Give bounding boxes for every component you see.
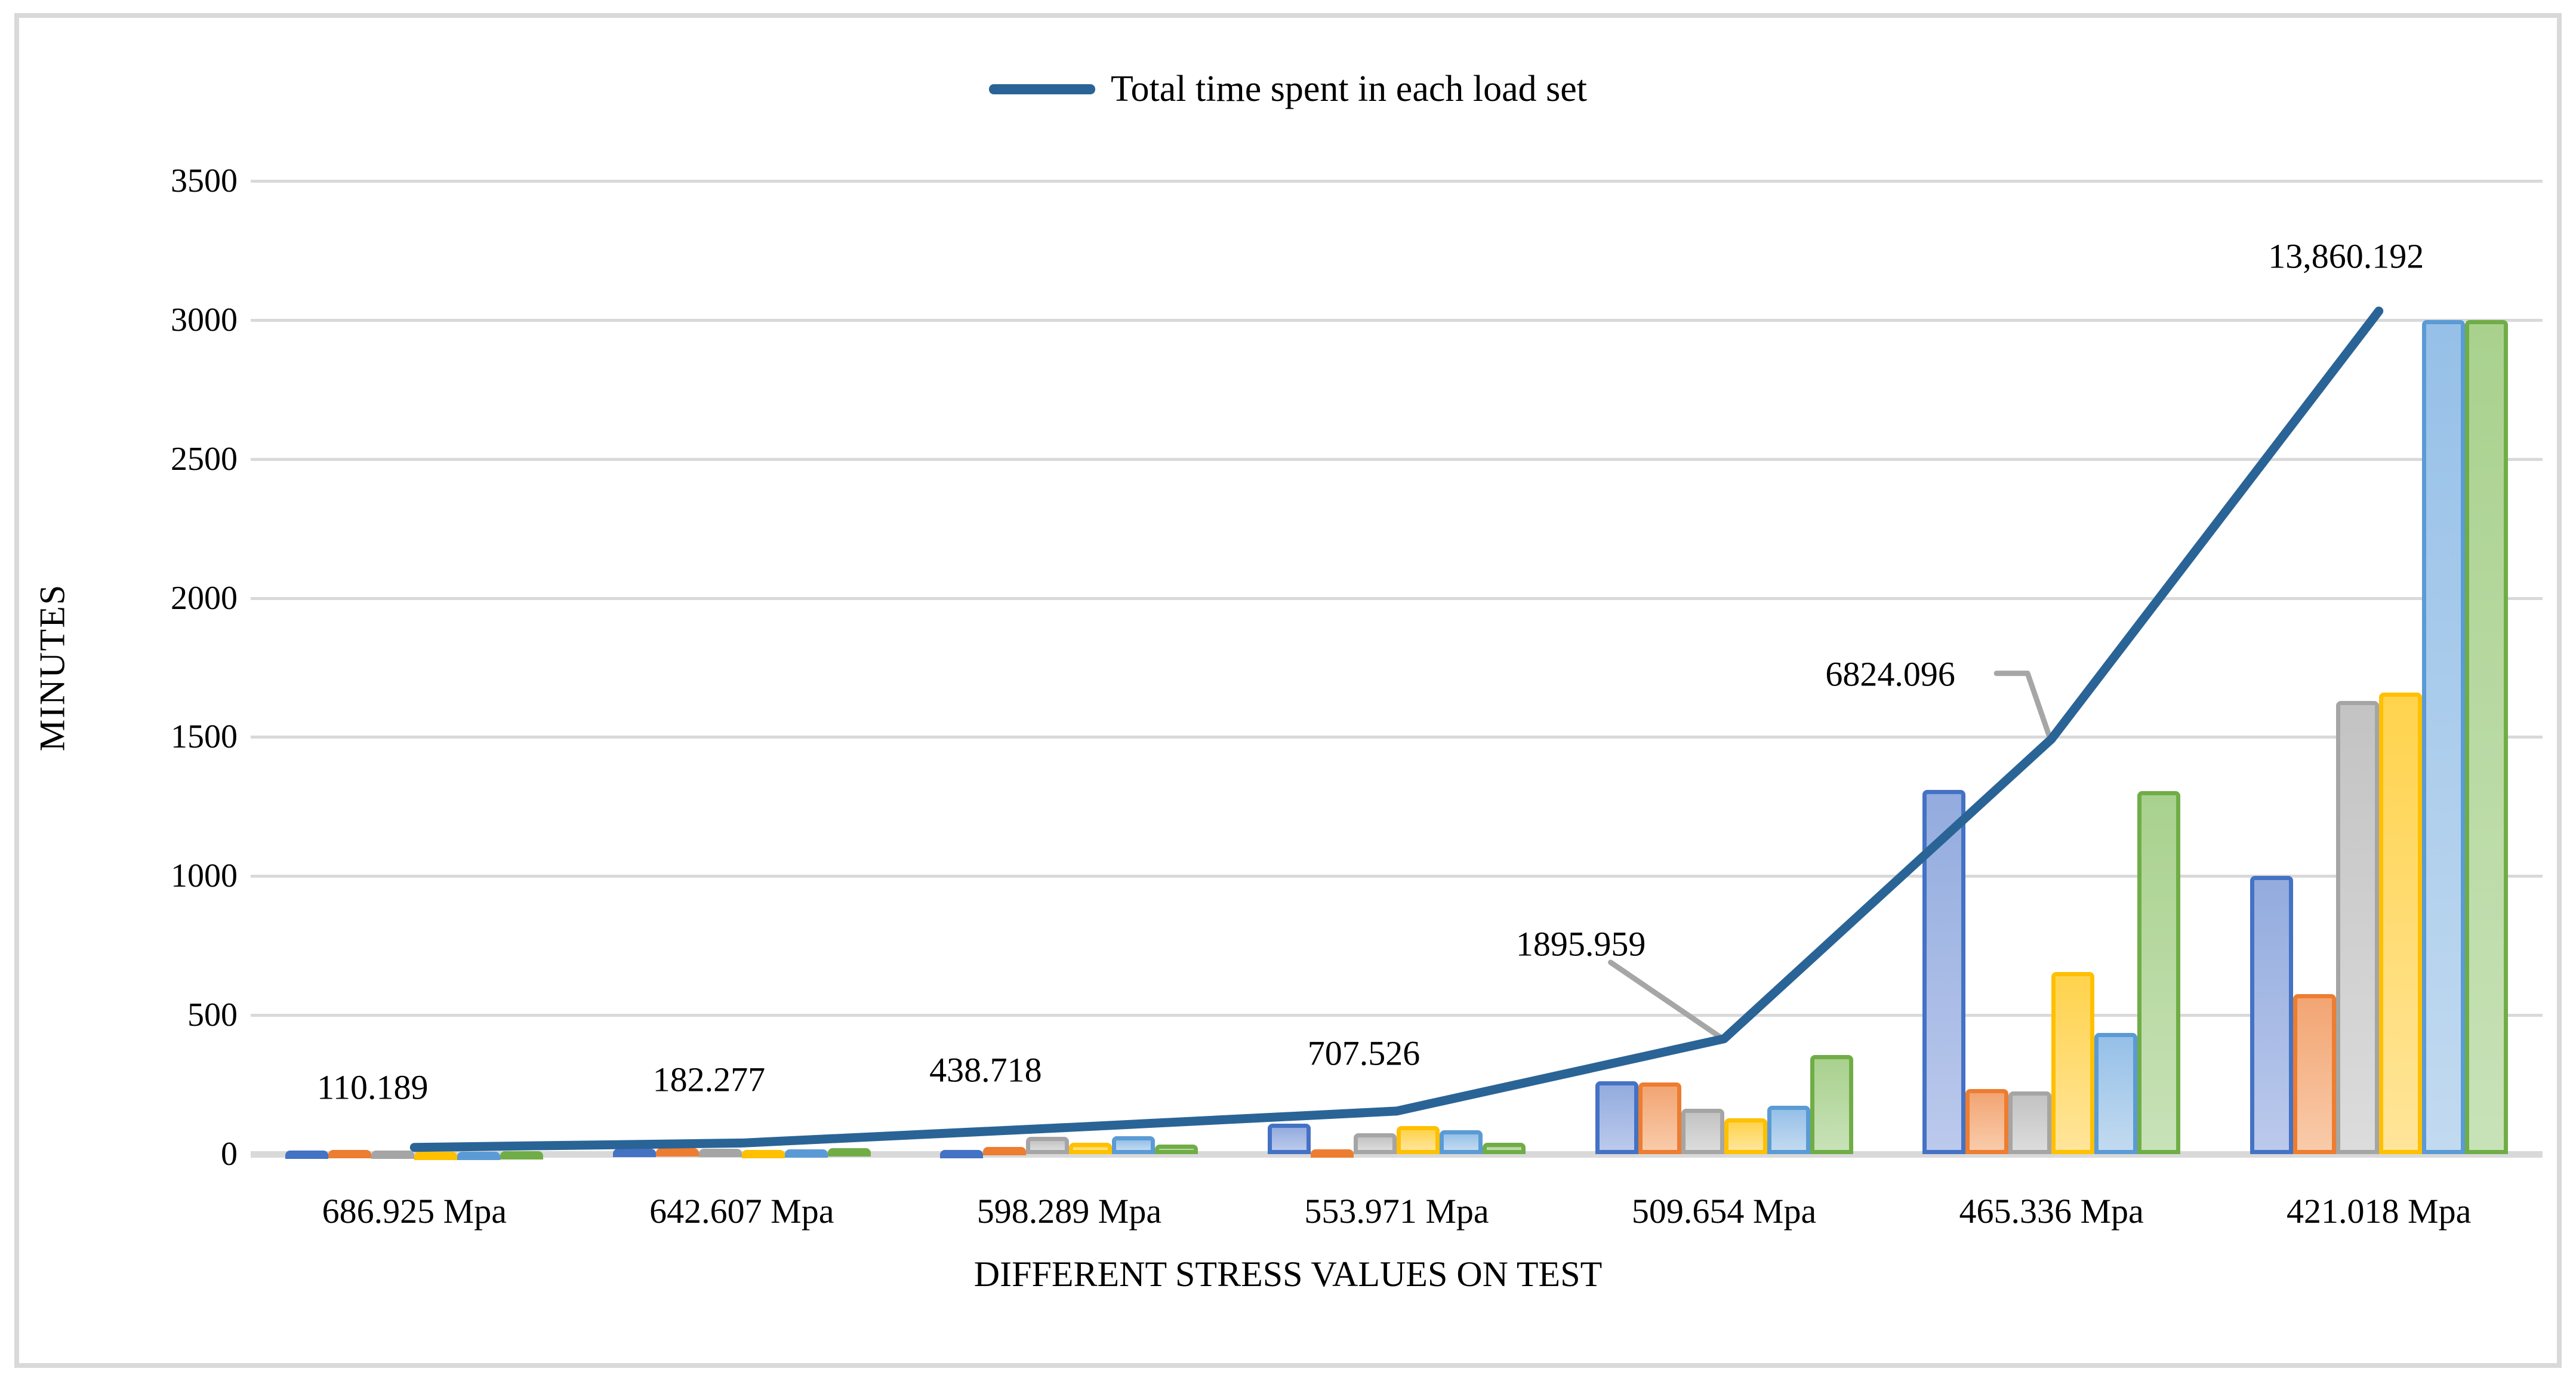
bar-series-5[interactable] [457,1152,501,1160]
bar-series-6[interactable] [1483,1143,1526,1154]
x-category-label: 465.336 Mpa [1959,1192,2144,1231]
gridline [251,736,2543,739]
y-tick-label: 1000 [171,857,238,895]
x-category-label: 553.971 Mpa [1304,1192,1489,1231]
bar-series-3[interactable] [698,1148,742,1157]
bar-series-5[interactable] [1767,1105,1810,1154]
y-tick-label: 2500 [171,440,238,478]
bar-series-3[interactable] [1354,1133,1397,1154]
y-tick-label: 3500 [171,162,238,199]
legend-label: Total time spent in each load set [1111,69,1587,109]
bar-series-1[interactable] [940,1150,984,1158]
bar-series-4[interactable] [2051,971,2095,1154]
y-axis-title: MINUTES [32,583,72,752]
bar-series-6[interactable] [2464,319,2508,1154]
line-data-label: 13,860.192 [2268,236,2424,276]
bar-series-6[interactable] [1155,1145,1198,1154]
bar-series-2[interactable] [1638,1082,1681,1154]
bar-series-3[interactable] [371,1151,415,1159]
gridline [251,596,2543,600]
x-axis-baseline [251,1151,2543,1158]
gridline [251,457,2543,461]
bar-series-6[interactable] [2137,791,2181,1154]
bar-series-1[interactable] [2250,876,2293,1154]
bar-series-3[interactable] [1681,1109,1724,1154]
bar-series-5[interactable] [1112,1136,1155,1154]
gridline [251,875,2543,878]
line-data-label: 182.277 [652,1060,766,1099]
line-data-label: 110.189 [317,1068,429,1107]
x-axis-title: DIFFERENT STRESS VALUES ON TEST [973,1254,1603,1294]
gridline [251,1014,2543,1017]
legend[interactable]: Total time spent in each load set [0,70,2576,107]
bar-series-5[interactable] [2094,1033,2138,1154]
y-tick-label: 1500 [171,718,238,756]
bar-series-2[interactable] [1965,1088,2009,1154]
x-category-label: 509.654 Mpa [1631,1192,1817,1231]
bar-series-2[interactable] [1311,1149,1354,1158]
y-tick-label: 0 [221,1136,238,1173]
bar-series-3[interactable] [2335,700,2379,1154]
line-data-label: 438.718 [929,1050,1042,1090]
y-tick-label: 2000 [171,579,238,617]
y-tick-label: 3000 [171,301,238,339]
bar-series-4[interactable] [1397,1126,1440,1154]
bar-series-2[interactable] [983,1147,1027,1156]
bar-series-6[interactable] [500,1151,544,1160]
bar-series-3[interactable] [1026,1137,1070,1154]
bar-series-4[interactable] [741,1150,785,1158]
bar-series-2[interactable] [2292,994,2336,1154]
bar-series-1[interactable] [1268,1123,1311,1154]
bar-series-5[interactable] [2421,319,2465,1154]
bar-series-1[interactable] [285,1151,329,1159]
x-category-label: 421.018 Mpa [2287,1192,2472,1231]
leader-line [1993,670,2052,739]
bar-series-1[interactable] [612,1148,656,1157]
bar-series-4[interactable] [1724,1118,1767,1154]
total-time-line[interactable] [409,306,2384,1152]
bar-series-3[interactable] [2008,1091,2052,1154]
bar-series-5[interactable] [1440,1130,1483,1154]
legend-line-swatch-icon [989,84,1095,94]
bar-series-5[interactable] [784,1149,828,1158]
x-category-label: 598.289 Mpa [976,1192,1162,1231]
bar-series-4[interactable] [414,1152,458,1160]
x-category-label: 642.607 Mpa [649,1192,834,1231]
leader-line [1608,959,1723,1039]
bar-series-6[interactable] [827,1148,871,1157]
line-data-label: 707.526 [1307,1034,1421,1073]
bar-series-1[interactable] [1595,1081,1638,1154]
bar-series-4[interactable] [1069,1143,1113,1154]
y-tick-label: 500 [187,996,238,1034]
bar-series-6[interactable] [1810,1054,1853,1154]
bar-series-4[interactable] [2378,692,2422,1154]
x-category-label: 686.925 Mpa [322,1192,507,1231]
gridline [251,318,2543,322]
gridline [251,180,2543,183]
line-data-label: 6824.096 [1825,654,1955,694]
bar-series-2[interactable] [655,1148,699,1157]
bar-series-2[interactable] [328,1150,372,1159]
line-data-label: 1895.959 [1515,924,1646,964]
